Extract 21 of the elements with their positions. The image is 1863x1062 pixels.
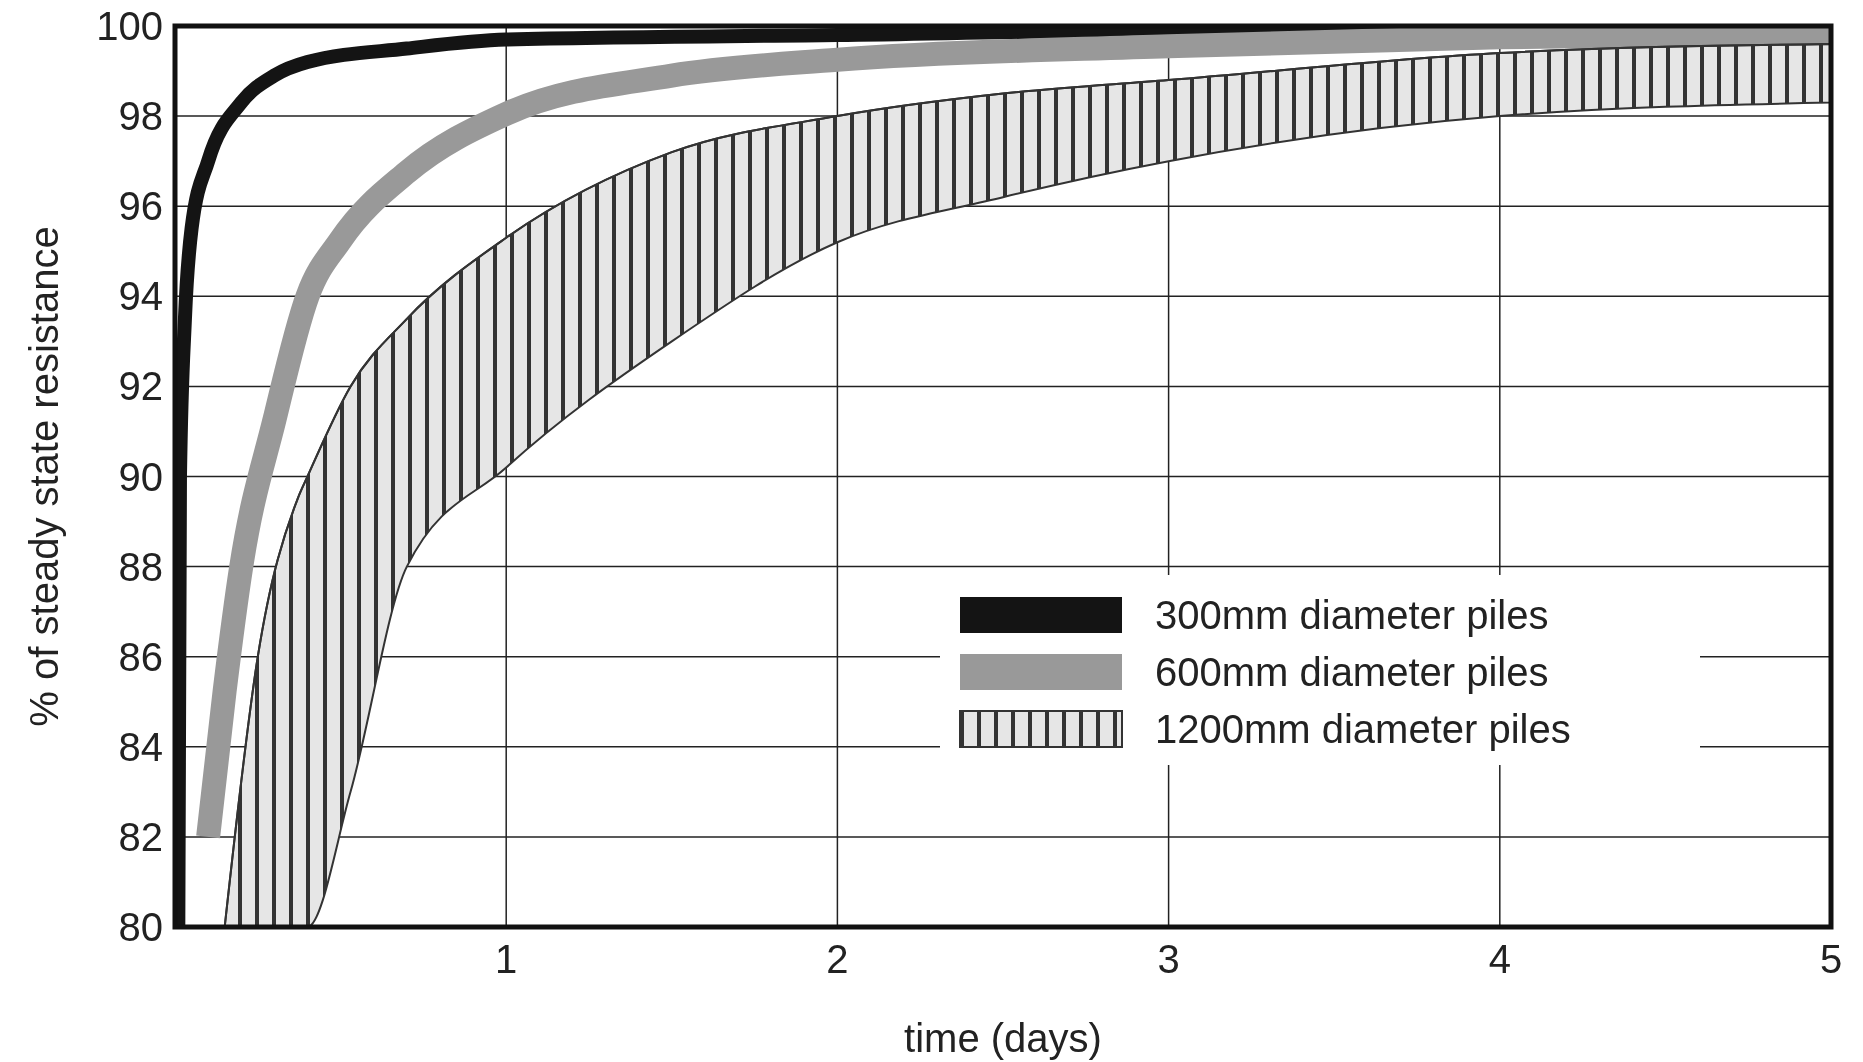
y-tick-label: 84 [118,724,163,769]
y-tick-label: 82 [118,814,163,859]
x-tick-label: 3 [1157,937,1180,981]
legend-label: 600mm diameter piles [1155,650,1549,694]
y-tick-label: 96 [118,184,163,229]
y-tick-label: 94 [118,274,163,319]
y-tick-label: 90 [118,454,163,499]
legend-label: 1200mm diameter piles [1155,707,1571,751]
y-axis-title: % of steady state resistance [22,226,66,727]
y-tick-label: 100 [96,4,163,48]
y-tick-label: 92 [118,364,163,409]
x-tick-label: 5 [1819,937,1843,981]
x-axis-title: time (days) [904,1016,1102,1060]
x-tick-label: 4 [1488,937,1511,981]
y-tick-label: 98 [118,94,163,139]
legend-label: 300mm diameter piles [1155,593,1549,637]
x-tick-label: 1 [495,937,518,981]
x-tick-label: 2 [826,937,849,981]
y-tick-label: 86 [118,634,163,679]
y-tick-label: 88 [118,544,163,589]
y-tick-label: 80 [118,905,163,949]
